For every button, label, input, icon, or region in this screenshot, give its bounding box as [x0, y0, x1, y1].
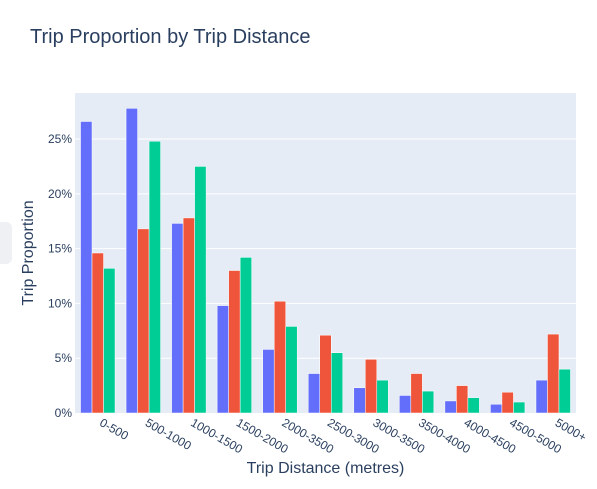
bar: [490, 403, 503, 414]
bar: [182, 217, 195, 414]
y-tick-label: 25%: [48, 132, 72, 146]
bar: [513, 401, 526, 414]
y-tick-label: 5%: [55, 351, 73, 365]
bar: [319, 334, 332, 414]
y-tick-label: 10%: [48, 296, 72, 310]
bar: [228, 270, 241, 414]
bar: [137, 228, 150, 414]
bars: [80, 108, 571, 414]
bar: [262, 349, 275, 414]
y-tick-label: 20%: [48, 187, 72, 201]
bar: [308, 373, 320, 414]
bar: [216, 305, 229, 414]
bar: [365, 359, 378, 414]
bar: [273, 300, 286, 414]
x-tick-label: 500-1000: [143, 415, 194, 453]
y-tick-label: 0%: [55, 406, 73, 420]
bar: [331, 352, 343, 414]
side-handle[interactable]: [0, 222, 12, 264]
y-tick-label: 15%: [48, 242, 72, 256]
bar: [399, 395, 412, 414]
bar: [410, 373, 423, 414]
bar: [444, 400, 457, 414]
chart-title: Trip Proportion by Trip Distance: [30, 26, 310, 48]
x-axis-title: Trip Distance (metres): [247, 460, 405, 477]
bar: [422, 390, 435, 414]
bar: [456, 385, 469, 414]
bar: [501, 391, 514, 414]
y-axis-title: Trip Proportion: [20, 200, 37, 305]
bar: [80, 121, 93, 414]
bar: [376, 379, 389, 414]
bar: [353, 387, 366, 414]
bar: [535, 379, 548, 414]
bar: [103, 268, 116, 414]
bar: [194, 166, 207, 414]
bar: [148, 140, 161, 414]
x-tick-label: 0-500: [97, 415, 131, 443]
bar: [558, 368, 571, 414]
bar: [467, 397, 480, 414]
bar: [171, 223, 184, 414]
bar: [91, 252, 104, 414]
bar: [547, 333, 560, 414]
x-axis-ticks: 0-500 500-10001000-15001500-20002000-3500…: [97, 415, 589, 456]
bar: [285, 326, 298, 414]
y-axis-ticks: 0% 5% 10% 15% 20% 25%: [48, 132, 72, 420]
bar: [125, 108, 138, 414]
bar: [239, 257, 252, 414]
